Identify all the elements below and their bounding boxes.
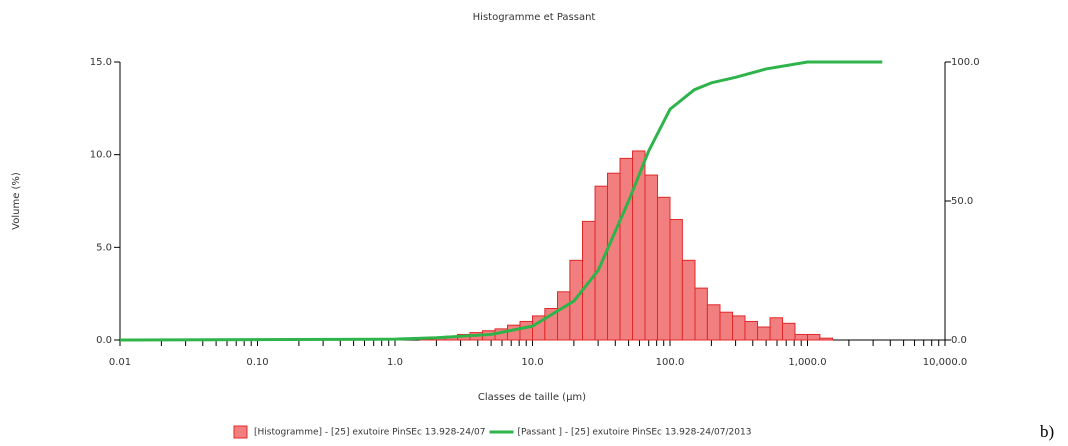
x-tick-label: 100.0 (656, 357, 685, 368)
histogram-bar (807, 333, 821, 341)
histogram-bar (782, 322, 796, 341)
y-tick-label: 10.0 (90, 150, 112, 161)
y2-tick-label: 100.0 (951, 57, 980, 68)
x-tick-label: 10.0 (521, 357, 543, 368)
histogram-bar (656, 196, 671, 341)
histogram-bar (619, 157, 634, 341)
x-tick-label: 1.0 (387, 357, 403, 368)
legend-label: [Histogramme] - [25] exutoire PinSEc 13.… (254, 428, 485, 438)
histogram-bar (769, 317, 784, 341)
histogram-bar (681, 259, 696, 341)
legend-swatch (233, 425, 248, 439)
x-tick-label: 1,000.0 (788, 357, 826, 368)
y2-tick-label: 50.0 (951, 196, 973, 207)
histogram-bar (557, 291, 571, 341)
annotation: b) (1040, 422, 1054, 441)
y2-tick-label: 0.0 (951, 335, 967, 346)
histogram-bar (744, 320, 759, 341)
y-tick-label: 0.0 (96, 335, 112, 346)
histogram-bar (732, 315, 746, 341)
histogram-bar (819, 337, 834, 341)
histogram-bar (669, 219, 683, 341)
histogram-bar (719, 311, 734, 341)
x-tick-label: 0.10 (246, 357, 268, 368)
histogram-bar (644, 174, 658, 341)
histogram-bar (706, 304, 721, 341)
x-tick-label: 10,000.0 (923, 357, 968, 368)
histogram-bar (757, 326, 771, 341)
histogram-bar (507, 324, 521, 341)
histogram-bar (794, 333, 808, 341)
histogram-bar (694, 287, 708, 341)
y-axis-label: Volume (%) (11, 172, 22, 230)
histogram-bar (519, 320, 533, 341)
chart-title: Histogramme et Passant (473, 12, 596, 23)
x-tick-label: 0.01 (109, 357, 131, 368)
line-series (119, 60, 883, 342)
legend-label: [Passant ] - [25] exutoire PinSEc 13.928… (517, 428, 751, 438)
y-tick-label: 15.0 (90, 57, 112, 68)
x-axis-label: Classes de taille (µm) (478, 392, 586, 403)
histogram-bar (606, 172, 621, 341)
y-tick-label: 5.0 (96, 242, 112, 253)
